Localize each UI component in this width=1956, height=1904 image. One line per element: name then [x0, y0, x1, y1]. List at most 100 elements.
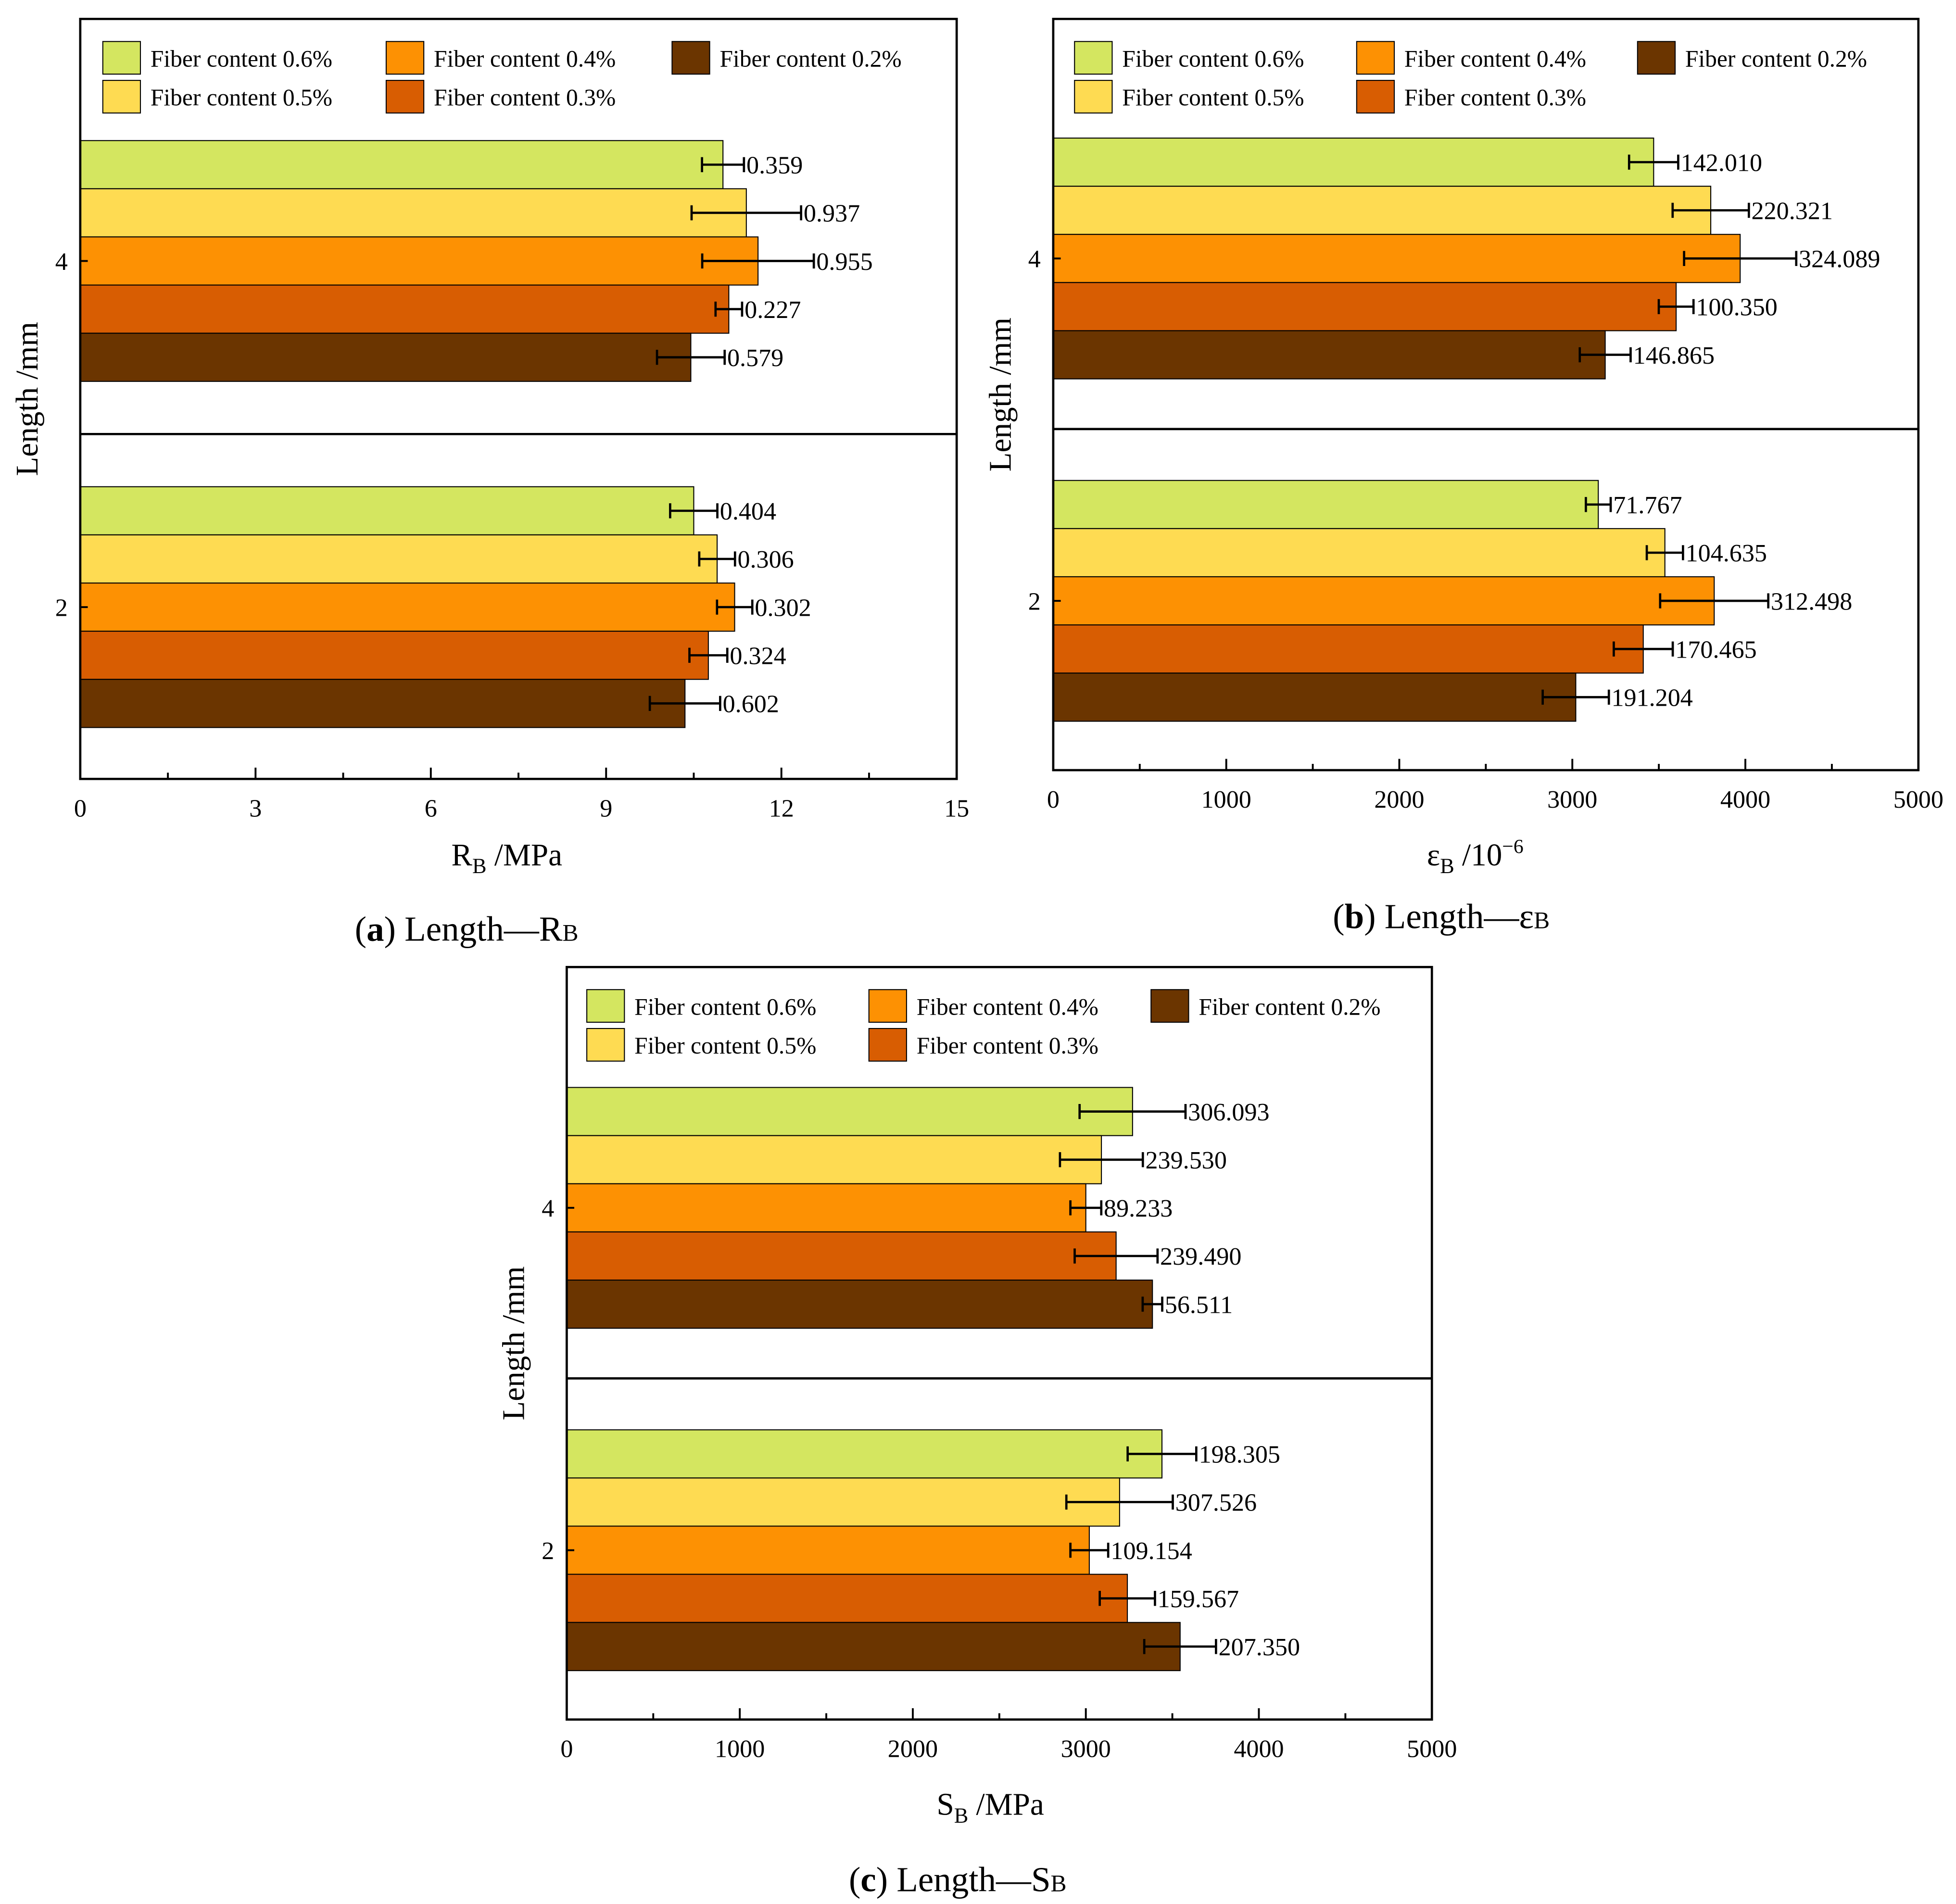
chart-panel-b: Fiber content 0.6% Fiber content 0.5% Fibe…: [983, 18, 1943, 936]
bar: [1052, 576, 1715, 626]
bar: [566, 1525, 1090, 1575]
bar: [566, 1231, 1117, 1281]
bar: [79, 332, 692, 382]
caption-open: (: [1333, 897, 1344, 936]
error-label: 324.089: [1799, 246, 1880, 273]
error-label: 0.937: [804, 200, 860, 228]
x-tick-label: 0: [74, 795, 87, 822]
legend-label: Fiber content 0.6%: [1122, 45, 1304, 72]
x-tick-label: 4000: [1720, 786, 1770, 813]
bar: [1052, 480, 1599, 529]
x-tick-label: 1000: [715, 1736, 765, 1763]
error-label: 0.324: [730, 642, 786, 670]
legend-swatch: [102, 41, 141, 75]
legend-swatch: [385, 80, 425, 114]
error-label: 0.404: [720, 498, 776, 525]
legend-label: Fiber content 0.6%: [151, 45, 332, 72]
legend-label: Fiber content 0.3%: [434, 84, 616, 111]
legend-label: Fiber content 0.3%: [917, 1032, 1098, 1059]
error-label: 307.526: [1175, 1489, 1257, 1517]
caption-sub: B: [563, 920, 579, 946]
error-label: 0.602: [723, 691, 779, 718]
error-label: 146.865: [1633, 342, 1715, 369]
x-axis-label: εB /10−6: [1427, 836, 1524, 878]
bar: [566, 1183, 1086, 1232]
y-tick-label: 4: [1028, 246, 1041, 273]
x-tick-label: 6: [425, 795, 437, 822]
error-label: 198.305: [1199, 1441, 1280, 1469]
x-axis-label: SB /MPa: [936, 1788, 1044, 1828]
legend-label: Fiber content 0.2%: [719, 45, 901, 72]
x-label-sub: B: [1440, 854, 1454, 878]
bar: [79, 679, 686, 728]
x-axis-label: RB /MPa: [452, 838, 563, 878]
legend-label: Fiber content 0.3%: [1404, 84, 1586, 111]
bar: [566, 1279, 1153, 1329]
error-label: 142.010: [1681, 149, 1762, 177]
caption-text: ) Length—ε: [1364, 897, 1534, 936]
error-label: 207.350: [1219, 1634, 1300, 1661]
x-label-sub: B: [954, 1803, 969, 1827]
error-label: 220.321: [1752, 197, 1833, 225]
x-tick-label: 2000: [1374, 786, 1424, 813]
bar: [566, 1429, 1163, 1479]
legend-label: Fiber content 0.4%: [1404, 45, 1586, 72]
error-label: 56.511: [1165, 1291, 1233, 1319]
x-tick-label: 4000: [1234, 1736, 1284, 1763]
error-label: 0.306: [737, 546, 794, 573]
error-label: 104.635: [1686, 540, 1767, 567]
caption-open: (: [355, 910, 366, 949]
legend-label: Fiber content 0.5%: [151, 84, 332, 111]
panel-caption: (a) Length—RB: [355, 910, 579, 949]
error-label: 312.498: [1771, 588, 1852, 615]
legend-swatch: [1074, 41, 1113, 75]
x-label-main: S: [936, 1788, 954, 1822]
legend-swatch: [1150, 989, 1189, 1023]
bar: [79, 486, 694, 535]
bar: [79, 582, 735, 632]
bar: [79, 236, 759, 286]
x-tick-label: 2000: [888, 1736, 938, 1763]
bar: [1052, 234, 1741, 283]
legend-label: Fiber content 0.6%: [634, 993, 816, 1020]
bar: [79, 140, 724, 190]
x-label-unit: /MPa: [968, 1788, 1044, 1822]
bar: [79, 188, 747, 238]
x-label-main: R: [452, 838, 473, 873]
caption-letter: a: [366, 910, 384, 949]
error-label: 0.579: [727, 344, 783, 372]
error-label: 0.359: [746, 152, 803, 179]
y-axis-label: Length /mm: [983, 317, 1018, 471]
x-label-unit: /MPa: [487, 838, 563, 873]
x-tick-label: 3: [249, 795, 262, 822]
legend-swatch: [1356, 41, 1395, 75]
error-label: 239.490: [1160, 1243, 1241, 1270]
bar: [1052, 137, 1654, 187]
legend-swatch: [385, 41, 425, 75]
error-label: 191.204: [1611, 684, 1692, 711]
x-tick-label: 3000: [1061, 1736, 1111, 1763]
bar: [566, 1622, 1181, 1671]
bar: [1052, 282, 1677, 331]
bar: [566, 1477, 1120, 1527]
bar: [79, 284, 730, 334]
x-tick-label: 0: [560, 1736, 573, 1763]
caption-sub: B: [1534, 907, 1550, 933]
legend-label: Fiber content 0.5%: [634, 1032, 816, 1059]
legend-swatch: [868, 1028, 907, 1062]
y-tick-label: 2: [55, 594, 68, 622]
error-label: 71.767: [1613, 492, 1682, 519]
x-label-sup: −6: [1502, 836, 1523, 858]
y-tick-label: 2: [542, 1537, 554, 1565]
x-tick-label: 15: [944, 795, 969, 822]
x-label-main: ε: [1427, 838, 1440, 873]
panel-caption: (c) Length—SB: [849, 1860, 1067, 1899]
chart-panel-c: Fiber content 0.6% Fiber content 0.5% Fibe…: [497, 965, 1457, 1899]
error-label: 306.093: [1188, 1099, 1269, 1126]
y-tick-label: 4: [542, 1195, 554, 1222]
bar: [1052, 528, 1666, 578]
error-label: 170.465: [1675, 636, 1756, 663]
bar: [566, 1574, 1128, 1623]
y-tick-label: 2: [1028, 588, 1041, 615]
